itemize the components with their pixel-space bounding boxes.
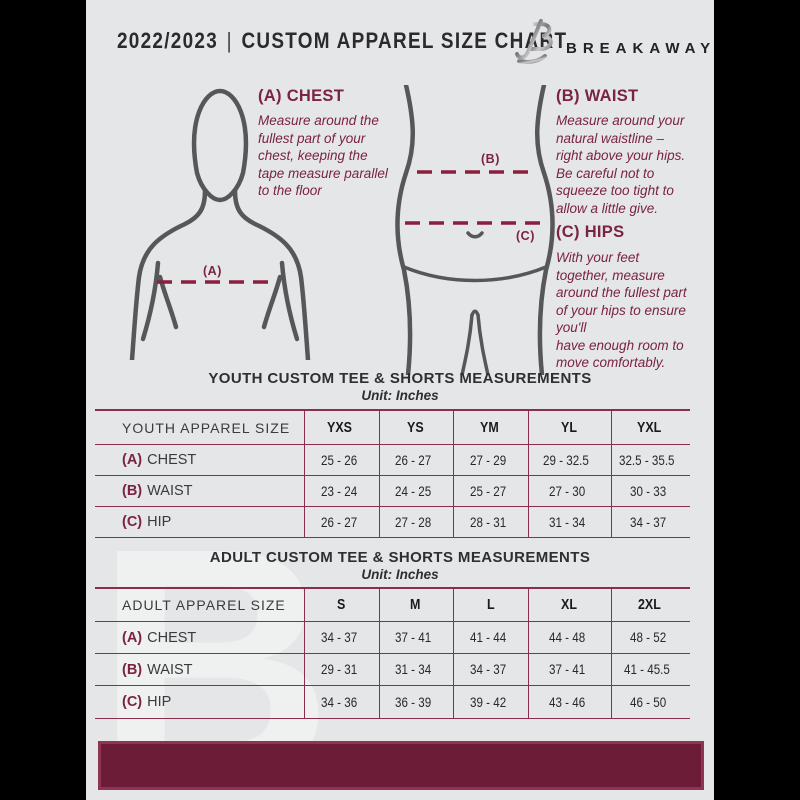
- table-cell: 29 - 31: [304, 654, 379, 686]
- youth-unit-label: Unit: Inches: [361, 388, 439, 403]
- table-cell: 27 - 28: [379, 507, 453, 538]
- table-cell: 32.5 - 35.5: [611, 445, 690, 476]
- table-cell: 25 - 27: [453, 476, 528, 507]
- table-cell: 41 - 44: [453, 622, 528, 654]
- adult-unit-label: Unit: Inches: [361, 567, 439, 582]
- left-black-bar: [0, 0, 86, 800]
- page-title: 2022/2023 | CUSTOM APPAREL SIZE CHART: [117, 28, 641, 54]
- adult-waist-row-label: (B) WAIST: [95, 654, 304, 686]
- table-cell: 25 - 26: [304, 445, 379, 476]
- adult-size-s: S: [304, 589, 379, 622]
- table-cell: 29 - 32.5: [528, 445, 611, 476]
- chest-heading: (A) CHEST: [258, 87, 345, 105]
- breakaway-logo-icon: [515, 19, 553, 64]
- table-cell: 48 - 52: [611, 622, 690, 654]
- adult-chest-row-label: (A) CHEST: [95, 622, 304, 654]
- table-cell: 28 - 31: [453, 507, 528, 538]
- title-year: 2022/2023: [117, 28, 219, 53]
- title-text: CUSTOM APPAREL SIZE CHART: [241, 28, 568, 53]
- torso-figure-icon: [129, 88, 311, 360]
- table-cell: 26 - 27: [304, 507, 379, 538]
- table-cell: 34 - 37: [453, 654, 528, 686]
- youth-chest-row-label: (A) CHEST: [95, 445, 304, 476]
- table-cell: 37 - 41: [528, 654, 611, 686]
- adult-hip-row-label: (C) HIP: [95, 686, 304, 719]
- adult-size-l: L: [453, 589, 528, 622]
- youth-hip-row-label: (C) HIP: [95, 507, 304, 538]
- table-cell: 27 - 30: [528, 476, 611, 507]
- table-cell: 41 - 45.5: [611, 654, 690, 686]
- table-cell: 43 - 46: [528, 686, 611, 719]
- chest-description: Measure around the fullest part of your …: [258, 113, 388, 198]
- adult-size-m: M: [379, 589, 453, 622]
- youth-size-ym: YM: [453, 411, 528, 445]
- youth-size-header-cell: YOUTH APPAREL SIZE: [95, 411, 304, 445]
- youth-size-yxs: YXS: [304, 411, 379, 445]
- bottom-maroon-bar: [98, 741, 704, 790]
- hips-marker-label: (C): [516, 229, 535, 243]
- hips-figure-icon: [395, 85, 555, 375]
- youth-waist-row-label: (B) WAIST: [95, 476, 304, 507]
- title-separator: |: [226, 28, 233, 53]
- waist-description: Measure around your natural waistline – …: [556, 113, 686, 216]
- table-cell: 39 - 42: [453, 686, 528, 719]
- table-cell: 30 - 33: [611, 476, 690, 507]
- hips-heading: (C) HIPS: [556, 223, 625, 241]
- table-cell: 31 - 34: [528, 507, 611, 538]
- table-cell: 27 - 29: [453, 445, 528, 476]
- chest-marker-label: (A): [203, 264, 222, 278]
- youth-size-table: YOUTH APPAREL SIZE YXS YS YM YL YXL (A) C…: [95, 409, 690, 538]
- brand-wordmark: BREAKAWAY: [566, 39, 717, 57]
- table-cell: 34 - 37: [304, 622, 379, 654]
- table-cell: 24 - 25: [379, 476, 453, 507]
- youth-size-ys: YS: [379, 411, 453, 445]
- adult-size-header-cell: ADULT APPAREL SIZE: [95, 589, 304, 622]
- brand-logo: BREAKAWAY: [514, 18, 716, 64]
- waist-marker-label: (B): [481, 152, 500, 166]
- right-black-bar: [714, 0, 800, 800]
- adult-section-title: ADULT CUSTOM TEE & SHORTS MEASUREMENTS: [209, 549, 591, 566]
- table-cell: 34 - 36: [304, 686, 379, 719]
- table-cell: 44 - 48: [528, 622, 611, 654]
- adult-size-2xl: 2XL: [611, 589, 690, 622]
- table-cell: 36 - 39: [379, 686, 453, 719]
- waist-heading: (B) WAIST: [556, 87, 639, 105]
- hips-description: With your feet together, measure around …: [556, 250, 687, 370]
- table-cell: 34 - 37: [611, 507, 690, 538]
- adult-size-xl: XL: [528, 589, 611, 622]
- youth-size-yxl: YXL: [611, 411, 690, 445]
- youth-section-title: YOUTH CUSTOM TEE & SHORTS MEASUREMENTS: [208, 370, 592, 387]
- table-cell: 31 - 34: [379, 654, 453, 686]
- youth-size-yl: YL: [528, 411, 611, 445]
- adult-size-table: ADULT APPAREL SIZE S M L XL 2XL (A) CHEST…: [95, 587, 690, 719]
- table-cell: 37 - 41: [379, 622, 453, 654]
- table-cell: 23 - 24: [304, 476, 379, 507]
- table-cell: 46 - 50: [611, 686, 690, 719]
- table-cell: 26 - 27: [379, 445, 453, 476]
